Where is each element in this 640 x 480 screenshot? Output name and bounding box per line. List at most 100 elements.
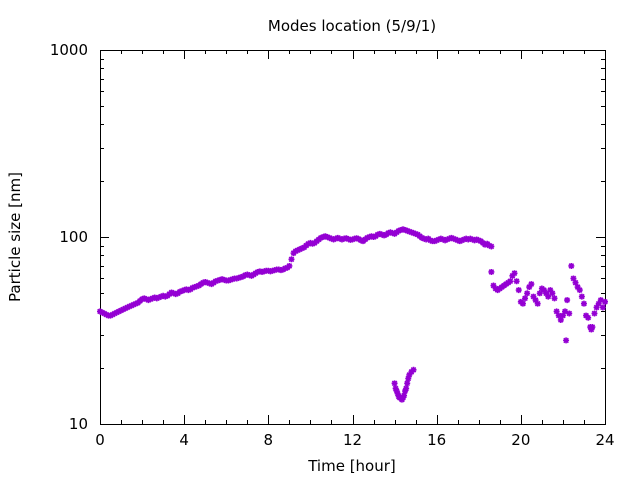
data-point <box>578 293 585 300</box>
data-point <box>338 236 345 243</box>
data-point <box>536 290 543 297</box>
data-point <box>543 290 550 297</box>
data-point <box>343 235 350 242</box>
data-point <box>463 235 470 242</box>
data-point <box>482 241 489 248</box>
data-point <box>465 236 472 243</box>
data-point <box>401 392 408 399</box>
data-point <box>471 237 478 244</box>
y-tick-label: 1000 <box>50 41 88 59</box>
data-point <box>349 236 356 243</box>
x-tick-label: 16 <box>427 431 446 449</box>
data-point <box>576 287 583 294</box>
data-point <box>602 298 608 305</box>
x-tick-labels: 0 4 8 12 16 20 24 <box>95 431 614 449</box>
data-point <box>334 234 341 241</box>
data-point <box>124 304 131 311</box>
x-tick-label: 20 <box>511 431 530 449</box>
y-tick-labels: 10 100 1000 <box>50 41 88 433</box>
data-point <box>309 240 316 247</box>
data-point <box>526 284 533 291</box>
data-point <box>427 237 434 244</box>
data-point <box>515 287 522 294</box>
data-point <box>566 310 573 317</box>
data-point <box>149 295 156 302</box>
data-point <box>317 234 324 241</box>
data-point <box>320 234 327 240</box>
data-point <box>519 300 526 307</box>
data-point <box>446 235 453 242</box>
x-axis-label: Time [hour] <box>307 457 396 475</box>
data-point <box>461 236 468 243</box>
data-point <box>368 233 375 240</box>
data-point <box>402 388 409 395</box>
data-point <box>488 243 495 250</box>
x-tick-label: 4 <box>179 431 189 449</box>
data-point <box>307 239 314 246</box>
data-point <box>522 295 529 302</box>
data-point <box>418 234 425 241</box>
data-point <box>591 310 598 317</box>
data-point <box>442 237 449 244</box>
data-point <box>143 296 150 303</box>
data-point <box>155 294 162 301</box>
data-point <box>551 295 558 302</box>
data-point <box>433 237 440 244</box>
data-point <box>454 237 461 244</box>
data-point <box>532 297 539 304</box>
data-point <box>540 287 547 294</box>
data-point <box>580 300 587 307</box>
data-point <box>162 293 169 300</box>
data-point <box>406 371 413 378</box>
data-point <box>475 237 482 244</box>
data-point <box>294 247 301 254</box>
data-point <box>147 296 154 303</box>
data-point <box>473 236 480 243</box>
data-point <box>486 242 493 249</box>
data-point <box>336 235 343 242</box>
data-point <box>153 295 160 302</box>
data-point <box>410 366 417 373</box>
data-point <box>458 237 465 244</box>
data-point <box>595 300 602 307</box>
data-point <box>286 262 293 269</box>
data-point <box>423 236 430 243</box>
data-point <box>394 390 401 397</box>
data-point <box>524 290 531 297</box>
data-point <box>145 297 152 304</box>
data-point <box>549 290 556 297</box>
data-point <box>513 278 520 285</box>
data-point <box>534 300 541 307</box>
data-point <box>490 282 497 289</box>
data-point <box>122 305 129 312</box>
data-point <box>431 238 438 245</box>
data-point <box>400 394 406 401</box>
data-point <box>555 312 562 319</box>
data-point <box>292 248 299 255</box>
data-point <box>553 308 560 315</box>
data-point <box>421 235 428 242</box>
data-point <box>128 302 135 309</box>
data-point <box>326 234 333 241</box>
data-point <box>404 380 411 387</box>
data-point <box>141 295 148 302</box>
data-point <box>568 262 575 269</box>
data-point <box>562 308 569 315</box>
plot-area: 0 4 8 12 16 20 24 10 100 1000 <box>50 41 615 449</box>
y-tick-label: 100 <box>59 228 88 246</box>
data-point <box>574 284 581 291</box>
data-point <box>456 238 463 245</box>
data-point <box>488 268 495 275</box>
data-point <box>448 234 455 241</box>
data-point <box>511 270 518 277</box>
data-point <box>469 236 476 243</box>
data-points <box>97 226 608 403</box>
data-point <box>126 303 133 310</box>
data-point <box>130 301 137 308</box>
y-axis-label: Particle size [nm] <box>6 172 24 302</box>
data-point <box>437 235 444 242</box>
data-point <box>563 337 570 344</box>
data-point <box>151 294 158 301</box>
y-tick-label: 10 <box>69 415 88 433</box>
